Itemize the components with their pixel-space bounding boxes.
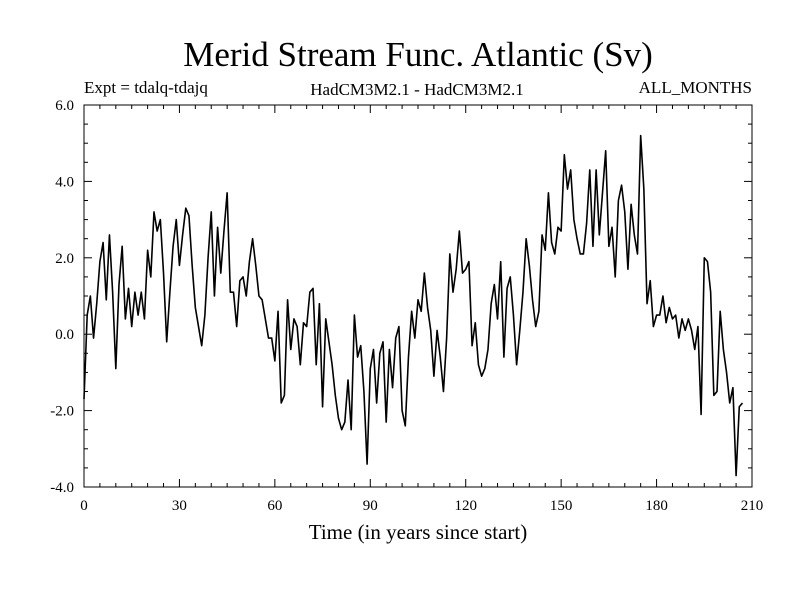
subtitle-right: ALL_MONTHS	[639, 78, 752, 97]
y-tick-label: 0.0	[55, 327, 74, 343]
y-tick-label: 4.0	[55, 174, 74, 190]
plot-area: 0 30 60 90 120 150 180 210 -4.0 -2.0 0.0 2.0 4.0 6.0	[50, 98, 763, 514]
x-tick-label: 30	[172, 498, 187, 514]
x-tick-label: 0	[80, 498, 88, 514]
x-axis-label: Time (in years since start)	[309, 520, 528, 544]
x-tick-label: 210	[741, 498, 764, 514]
x-tick-label: 120	[454, 498, 477, 514]
x-tick-label: 90	[363, 498, 378, 514]
series-line	[83, 134, 744, 477]
y-tick-label: 6.0	[55, 98, 74, 114]
x-tick-label: 150	[550, 498, 573, 514]
chart-title: Merid Stream Func. Atlantic (Sv)	[183, 35, 653, 74]
y-tick-label: 2.0	[55, 251, 74, 267]
subtitle-center: HadCM3M2.1 - HadCM3M2.1	[310, 80, 523, 99]
subtitle-left: Expt = tdalq-tdajq	[84, 78, 208, 97]
x-tick-label: 180	[645, 498, 668, 514]
x-tick-label: 60	[267, 498, 282, 514]
y-tick-label: -4.0	[50, 480, 74, 496]
y-tick-label: -2.0	[50, 404, 74, 420]
